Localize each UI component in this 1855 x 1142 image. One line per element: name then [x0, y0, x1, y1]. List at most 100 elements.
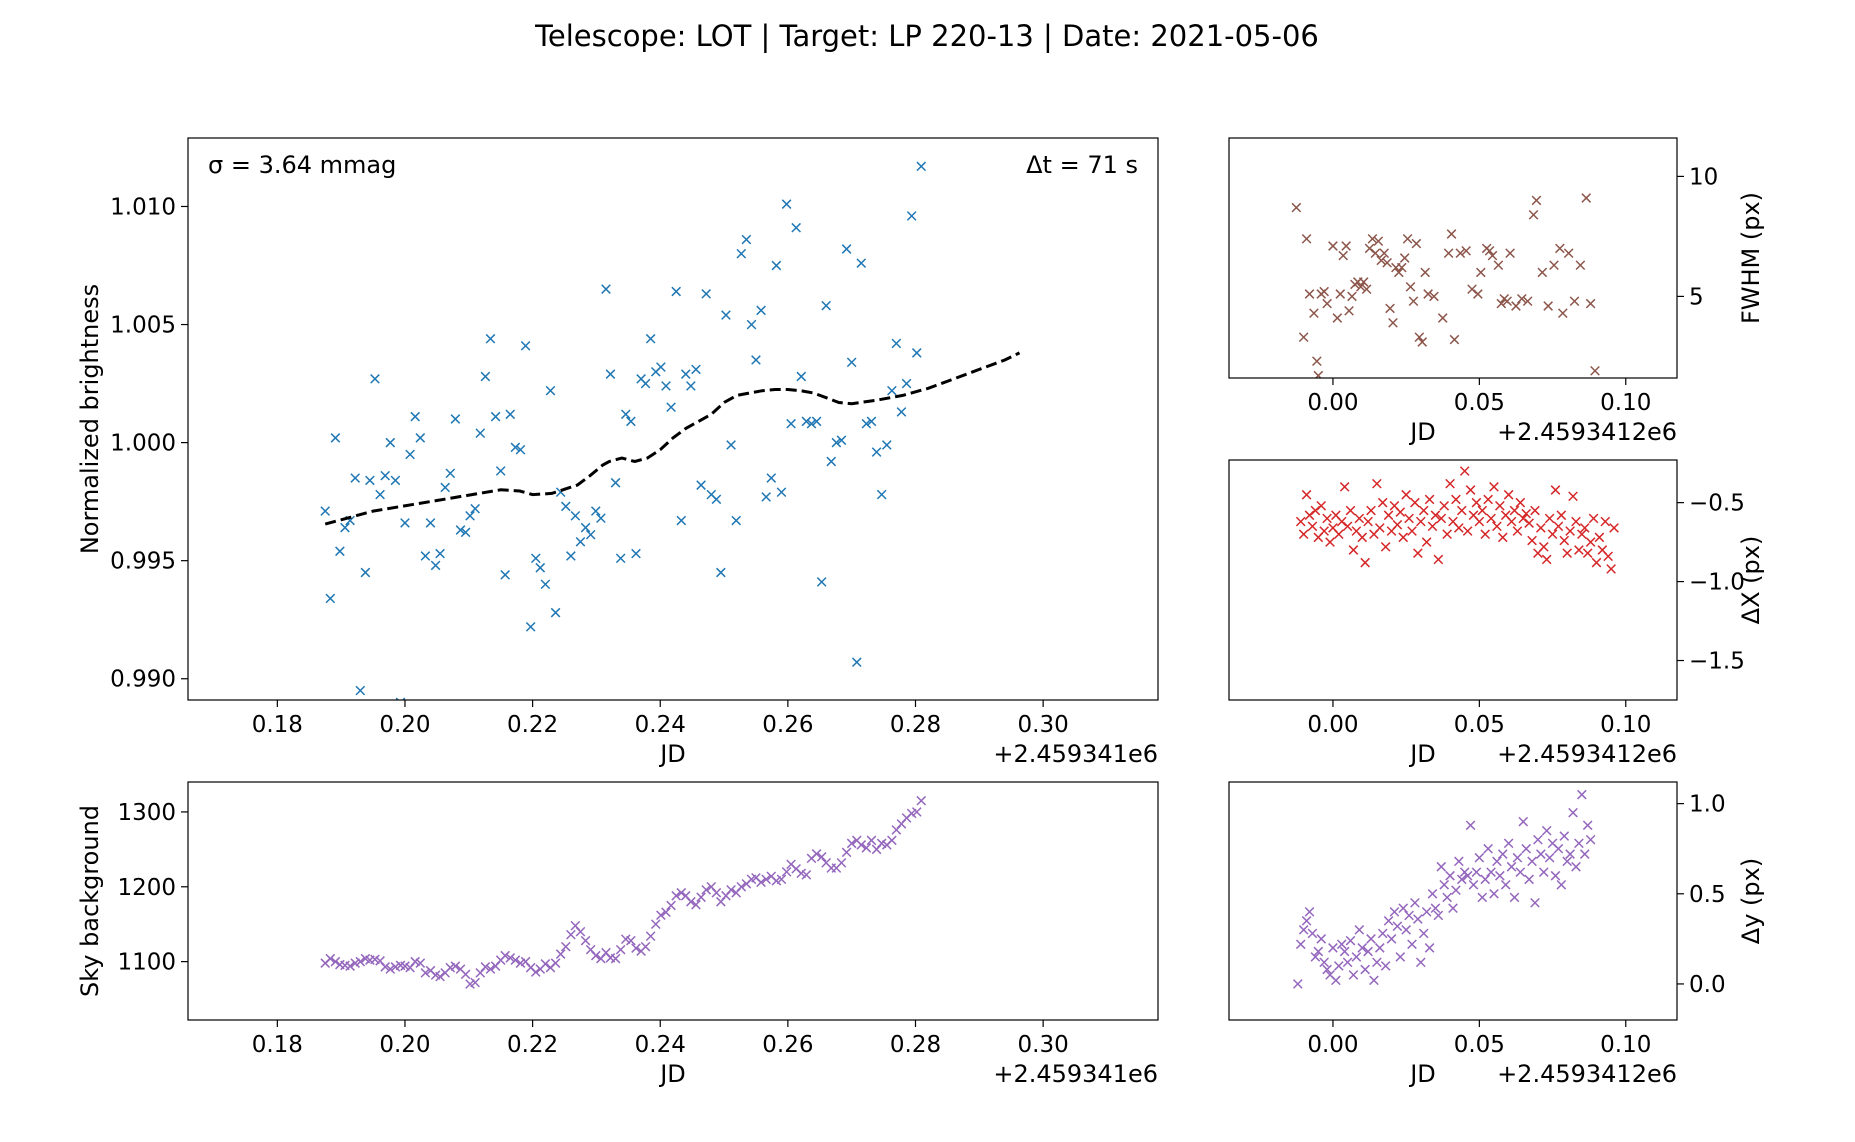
data-point: [1446, 229, 1457, 239]
data-point: [1357, 943, 1368, 953]
data-point: [1415, 957, 1426, 968]
data-point: [550, 958, 561, 968]
data-point: [1312, 356, 1322, 367]
data-point: [1533, 834, 1543, 845]
y-tick-label: 0.5: [1689, 882, 1726, 908]
x-tick-label: 0.28: [890, 712, 941, 738]
data-point: [560, 501, 571, 512]
sigma-annotation: σ = 3.64 mmag: [208, 151, 396, 179]
data-point: [1502, 296, 1513, 307]
x-tick-label: 0.00: [1307, 712, 1358, 738]
data-point: [580, 935, 591, 946]
data-point: [1385, 303, 1395, 314]
data-point: [510, 442, 521, 453]
data-point: [1355, 281, 1366, 292]
data-point: [1571, 861, 1581, 872]
plot-frame: [187, 137, 1159, 701]
data-point: [601, 284, 611, 294]
data-point: [1600, 516, 1611, 527]
data-point: [881, 440, 892, 450]
data-point: [1474, 852, 1485, 863]
data-point: [1392, 921, 1403, 932]
data-point: [1486, 867, 1496, 877]
y-axis-label: Sky background: [76, 805, 104, 997]
data-point: [1569, 296, 1580, 307]
data-point: [1509, 892, 1520, 903]
data-point: [365, 475, 375, 486]
data-point: [761, 492, 772, 502]
data-point: [1433, 910, 1444, 921]
data-point: [1345, 505, 1356, 516]
data-point: [350, 473, 361, 483]
data-point: [1325, 537, 1335, 547]
x-tick-label: 0.00: [1307, 1032, 1358, 1058]
data-point: [1377, 497, 1388, 508]
data-point: [696, 892, 706, 903]
data-point: [450, 414, 461, 424]
y-tick-label: 0.0: [1689, 972, 1726, 998]
data-point: [1495, 500, 1505, 511]
data-point: [1363, 516, 1373, 527]
data-point: [1366, 934, 1376, 944]
x-tick-label: 0.18: [252, 1032, 303, 1058]
data-point: [325, 593, 336, 604]
data-point: [1495, 870, 1505, 881]
data-point: [1336, 516, 1347, 527]
data-point: [826, 456, 837, 467]
data-point: [1307, 928, 1318, 939]
data-point: [510, 955, 521, 965]
data-point: [1413, 548, 1423, 558]
data-point: [1376, 255, 1387, 266]
data-point: [1336, 939, 1347, 950]
data-point: [1309, 308, 1319, 319]
y-tick-label: 1.0: [1689, 792, 1726, 818]
data-point: [1543, 301, 1553, 311]
data-point: [545, 385, 556, 396]
data-point: [575, 536, 586, 547]
data-point: [701, 884, 712, 895]
plot-frame: [187, 781, 1159, 1021]
data-point: [460, 969, 471, 980]
data-point: [776, 874, 787, 885]
data-point: [385, 437, 396, 448]
data-point: [1468, 879, 1479, 890]
data-point: [1577, 789, 1587, 800]
data-point: [1395, 507, 1406, 517]
data-point: [686, 896, 696, 907]
plot-frame: [1228, 459, 1678, 701]
data-point: [1442, 892, 1452, 903]
data-point: [1339, 482, 1350, 492]
data-point: [1451, 494, 1461, 505]
figure-title: Telescope: LOT | Target: LP 220-13 | Dat…: [534, 19, 1319, 53]
data-point: [746, 319, 757, 330]
data-point: [1449, 334, 1460, 345]
data-point: [450, 961, 461, 971]
data-point: [1399, 253, 1410, 263]
data-point: [555, 949, 566, 959]
data-point: [661, 381, 671, 391]
data-point: [726, 884, 736, 895]
data-point: [711, 494, 722, 505]
data-point: [1437, 313, 1448, 323]
data-point: [1443, 248, 1454, 259]
data-point: [781, 199, 792, 209]
data-point: [1538, 867, 1549, 877]
data-point: [415, 958, 426, 968]
data-point: [751, 355, 761, 365]
data-point: [400, 518, 410, 528]
data-point: [1574, 545, 1584, 555]
data-point: [596, 513, 606, 524]
y-axis-label: ΔX (px): [1737, 536, 1765, 625]
data-point: [1530, 505, 1540, 516]
data-point: [1363, 946, 1373, 957]
data-point: [1429, 291, 1439, 302]
y-tick-label: 1.005: [110, 313, 176, 339]
x-tick-label: 0.28: [890, 1032, 941, 1058]
data-point: [851, 657, 862, 668]
data-point: [645, 931, 656, 942]
x-tick-label: 0.24: [635, 1032, 686, 1058]
data-point: [686, 381, 696, 391]
data-point: [1410, 497, 1420, 508]
data-point: [1370, 248, 1381, 259]
data-point: [1389, 906, 1400, 917]
